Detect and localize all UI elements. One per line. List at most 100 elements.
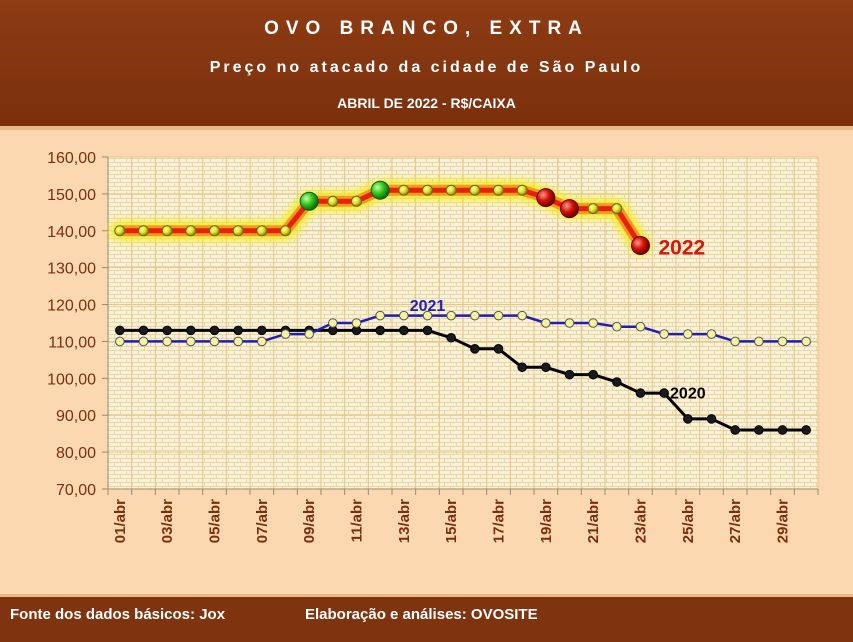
series-2020-point [493, 344, 504, 354]
series-2020-point [541, 362, 551, 373]
series-2020-label: 2020 [670, 386, 706, 403]
series-2021-point [801, 336, 811, 347]
series-2021-point [564, 318, 575, 328]
series-2020-point [162, 325, 172, 336]
series-2020-point [115, 325, 125, 336]
series-2020-point [446, 332, 456, 343]
y-tick-label: 150,00 [47, 187, 96, 204]
series-2020-point [659, 388, 669, 398]
footer-panel: Fonte dos dados básicos: Jox Elaboração … [0, 594, 853, 642]
x-tick-label: 03/abr [159, 499, 176, 543]
series-2020-point [588, 369, 598, 380]
series-2022-point [256, 225, 268, 237]
y-tick-label: 120,00 [47, 298, 96, 315]
y-tick-label: 100,00 [47, 371, 96, 388]
x-tick-label: 29/abr [775, 499, 792, 543]
series-2022-point [209, 225, 220, 237]
series-2020-point [754, 425, 764, 435]
series-2022-point [422, 184, 433, 196]
series-2021-point [115, 336, 125, 347]
x-tick-label: 27/abr [727, 499, 744, 543]
header-panel: OVO BRANCO, EXTRA Preço no atacado da ci… [0, 0, 853, 130]
series-2021-point [446, 310, 456, 321]
series-2020-point [186, 325, 196, 336]
x-tick-label: 01/abr [112, 499, 129, 543]
series-layer [109, 180, 811, 435]
series-2020-point [777, 425, 788, 435]
series-2021-point [209, 336, 220, 347]
series-2022-point [516, 184, 528, 196]
x-tick-label: 07/abr [254, 499, 271, 543]
y-tick-label: 70,00 [56, 482, 96, 499]
series-2022-point [587, 203, 599, 215]
x-tick-label: 21/abr [585, 499, 602, 543]
series-2021-point [422, 310, 433, 321]
axes: 160,00 150,00 140,00 130,00 120,00 110,00 100,… [47, 150, 819, 543]
series-2020-point [233, 325, 243, 336]
series-2021-point [659, 329, 669, 339]
series-2021-point [493, 310, 504, 321]
series-2022-point [493, 184, 504, 196]
series-2022-point-down [536, 188, 556, 208]
x-tick-label: 17/abr [491, 499, 508, 543]
series-2022-point [232, 225, 244, 237]
series-2021-point [138, 336, 149, 347]
series-2021-point [328, 318, 338, 328]
series-2022-label: 2022 [659, 237, 706, 260]
series-2022-point [280, 225, 291, 237]
label-layer: 2022 2021 2020 [410, 237, 706, 403]
series-2021-point [375, 310, 385, 321]
chart-subtitle: Preço no atacado da cidade de São Paulo [209, 59, 644, 76]
series-2021-point [683, 329, 693, 339]
x-tick-label: 11/abr [349, 499, 366, 543]
series-2022-point [611, 203, 623, 215]
series-2020-point [612, 377, 622, 387]
series-2022-point-up [370, 180, 390, 200]
x-tick-label: 13/abr [396, 499, 413, 543]
series-2021-point [541, 318, 551, 328]
series-2021-point [186, 336, 196, 347]
series-2021-point [257, 336, 267, 347]
y-tick-label: 140,00 [47, 224, 96, 241]
x-tick-label: 19/abr [538, 499, 555, 543]
series-2020-point [422, 325, 433, 336]
series-2022-point [138, 225, 149, 237]
series-2021-point [635, 321, 646, 332]
series-2020-point [399, 325, 409, 336]
series-2020-point [470, 344, 480, 354]
series-2021-point [612, 321, 622, 332]
series-2022-point-down [560, 199, 579, 219]
series-2021-point [517, 310, 527, 321]
series-2022-point [185, 225, 197, 237]
series-2021-point [706, 329, 717, 339]
series-2020-point [517, 362, 527, 373]
y-tick-label: 90,00 [56, 408, 96, 425]
y-tick-label: 160,00 [47, 150, 96, 167]
line-chart: 160,00 150,00 140,00 130,00 120,00 110,00 100,… [47, 150, 819, 543]
series-2021-point [777, 336, 788, 347]
series-2021-point [162, 336, 172, 347]
y-tick-label: 130,00 [47, 261, 96, 278]
series-2021-point [754, 336, 764, 347]
series-2022-point [327, 195, 339, 207]
x-tick-label: 09/abr [301, 499, 318, 543]
series-2020-point [564, 369, 575, 380]
series-2020-point [375, 325, 385, 336]
series-2021-label: 2021 [410, 298, 446, 315]
series-2021-point [730, 336, 740, 347]
series-2020-point [635, 388, 646, 398]
series-2022-point [161, 225, 173, 237]
series-2020-point [706, 414, 717, 424]
x-tick-label: 15/abr [443, 499, 460, 543]
series-2020-point [257, 325, 267, 336]
series-2022-point-down [631, 236, 650, 256]
series-2021-point [233, 336, 243, 347]
y-tick-label: 80,00 [56, 445, 96, 462]
series-2022-point [398, 184, 410, 196]
credits: Elaboração e análises: OVOSITE [305, 606, 538, 623]
chart-period: ABRIL DE 2022 - R$/CAIXA [337, 95, 516, 111]
series-2021-point [304, 329, 314, 339]
series-2021-point [588, 318, 598, 328]
series-2022-point-up [299, 191, 319, 211]
